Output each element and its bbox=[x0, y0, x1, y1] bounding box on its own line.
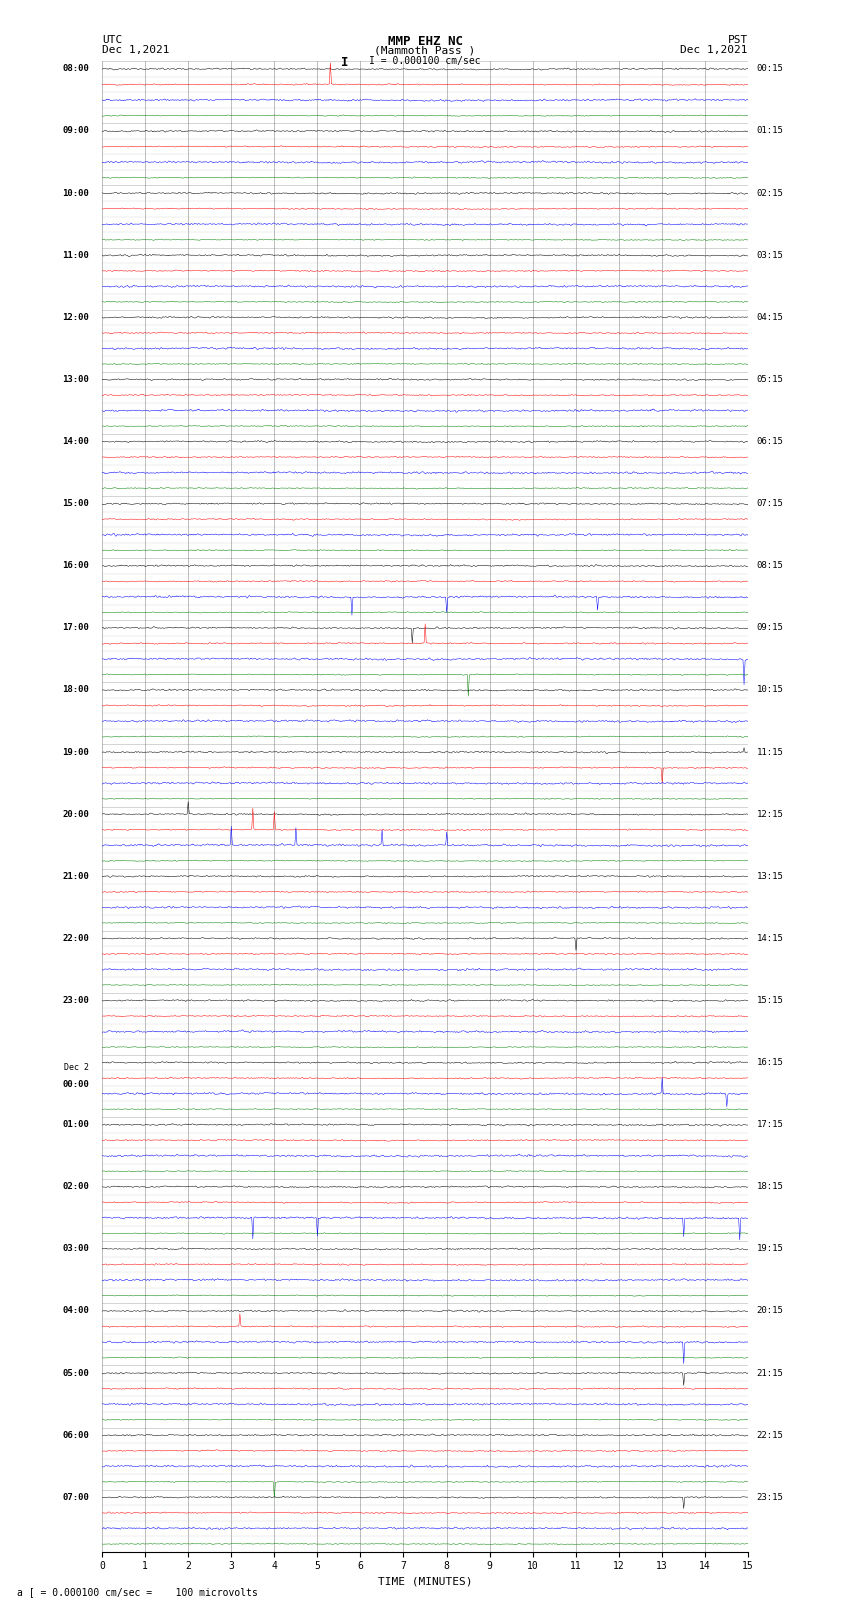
Text: 02:15: 02:15 bbox=[756, 189, 784, 198]
Text: 08:15: 08:15 bbox=[756, 561, 784, 571]
Text: 20:00: 20:00 bbox=[62, 810, 89, 819]
Text: 03:15: 03:15 bbox=[756, 250, 784, 260]
Text: 18:15: 18:15 bbox=[756, 1182, 784, 1192]
Text: 02:00: 02:00 bbox=[62, 1182, 89, 1192]
Text: 22:00: 22:00 bbox=[62, 934, 89, 944]
Text: a [ = 0.000100 cm/sec =    100 microvolts: a [ = 0.000100 cm/sec = 100 microvolts bbox=[17, 1587, 258, 1597]
Text: MMP EHZ NC: MMP EHZ NC bbox=[388, 35, 462, 48]
Text: Dec 2: Dec 2 bbox=[64, 1063, 89, 1073]
Text: 03:00: 03:00 bbox=[62, 1244, 89, 1253]
Text: 04:15: 04:15 bbox=[756, 313, 784, 323]
Text: 10:15: 10:15 bbox=[756, 686, 784, 695]
Text: 07:00: 07:00 bbox=[62, 1492, 89, 1502]
Text: 19:00: 19:00 bbox=[62, 747, 89, 756]
Text: 12:00: 12:00 bbox=[62, 313, 89, 323]
X-axis label: TIME (MINUTES): TIME (MINUTES) bbox=[377, 1578, 473, 1587]
Text: 14:00: 14:00 bbox=[62, 437, 89, 447]
Text: 23:00: 23:00 bbox=[62, 995, 89, 1005]
Text: 01:00: 01:00 bbox=[62, 1119, 89, 1129]
Text: 06:00: 06:00 bbox=[62, 1431, 89, 1440]
Text: 21:00: 21:00 bbox=[62, 871, 89, 881]
Text: 21:15: 21:15 bbox=[756, 1368, 784, 1378]
Text: (Mammoth Pass ): (Mammoth Pass ) bbox=[374, 45, 476, 55]
Text: 15:15: 15:15 bbox=[756, 995, 784, 1005]
Text: 16:00: 16:00 bbox=[62, 561, 89, 571]
Text: 17:15: 17:15 bbox=[756, 1119, 784, 1129]
Text: I: I bbox=[341, 56, 348, 69]
Text: 05:15: 05:15 bbox=[756, 374, 784, 384]
Text: 13:00: 13:00 bbox=[62, 374, 89, 384]
Text: 19:15: 19:15 bbox=[756, 1244, 784, 1253]
Text: 00:15: 00:15 bbox=[756, 65, 784, 74]
Text: I = 0.000100 cm/sec: I = 0.000100 cm/sec bbox=[369, 56, 481, 66]
Text: 12:15: 12:15 bbox=[756, 810, 784, 819]
Text: 11:00: 11:00 bbox=[62, 250, 89, 260]
Text: PST: PST bbox=[728, 35, 748, 45]
Text: 09:15: 09:15 bbox=[756, 623, 784, 632]
Text: 14:15: 14:15 bbox=[756, 934, 784, 944]
Text: 08:00: 08:00 bbox=[62, 65, 89, 74]
Text: 18:00: 18:00 bbox=[62, 686, 89, 695]
Text: 01:15: 01:15 bbox=[756, 126, 784, 135]
Text: 20:15: 20:15 bbox=[756, 1307, 784, 1316]
Text: Dec 1,2021: Dec 1,2021 bbox=[102, 45, 169, 55]
Text: 15:00: 15:00 bbox=[62, 498, 89, 508]
Text: 09:00: 09:00 bbox=[62, 126, 89, 135]
Text: 11:15: 11:15 bbox=[756, 747, 784, 756]
Text: 22:15: 22:15 bbox=[756, 1431, 784, 1440]
Text: 23:15: 23:15 bbox=[756, 1492, 784, 1502]
Text: 05:00: 05:00 bbox=[62, 1368, 89, 1378]
Text: 17:00: 17:00 bbox=[62, 623, 89, 632]
Text: 13:15: 13:15 bbox=[756, 871, 784, 881]
Text: 10:00: 10:00 bbox=[62, 189, 89, 198]
Text: UTC: UTC bbox=[102, 35, 122, 45]
Text: 16:15: 16:15 bbox=[756, 1058, 784, 1068]
Text: 06:15: 06:15 bbox=[756, 437, 784, 447]
Text: 04:00: 04:00 bbox=[62, 1307, 89, 1316]
Text: 07:15: 07:15 bbox=[756, 498, 784, 508]
Text: Dec 1,2021: Dec 1,2021 bbox=[681, 45, 748, 55]
Text: 00:00: 00:00 bbox=[62, 1079, 89, 1089]
